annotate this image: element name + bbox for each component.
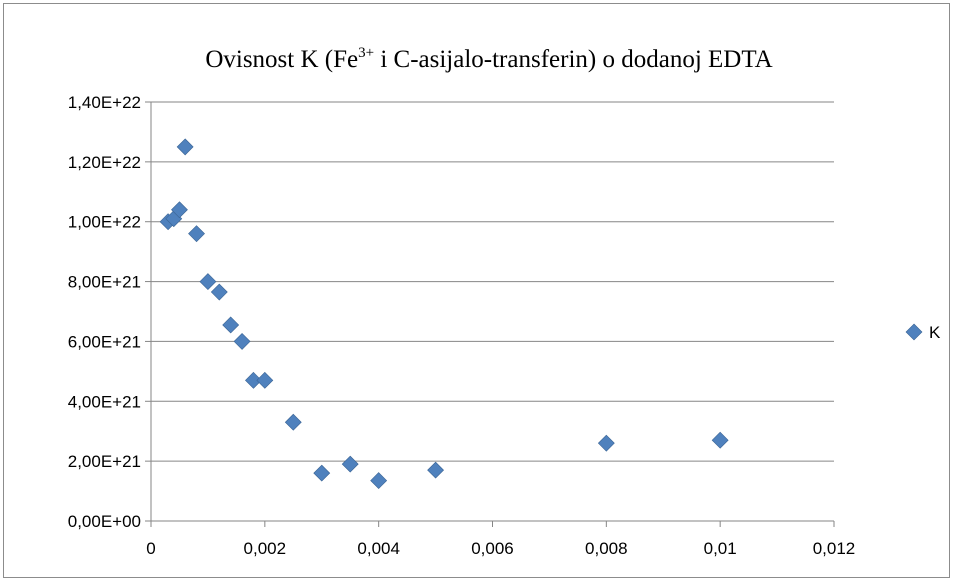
data-points bbox=[159, 138, 729, 490]
gridlines bbox=[151, 101, 834, 462]
chart-title-suffix: i C-asijalo-transferin) o dodanoj EDTA bbox=[374, 46, 773, 73]
data-point bbox=[176, 138, 194, 156]
data-point bbox=[171, 201, 188, 219]
chart-title-prefix: Ovisnost K (Fe bbox=[205, 46, 358, 73]
data-point bbox=[233, 333, 251, 350]
legend-label-k: K bbox=[929, 323, 941, 342]
legend: K bbox=[905, 323, 941, 342]
data-point bbox=[370, 472, 388, 490]
x-tick-label: 0,004 bbox=[357, 539, 400, 558]
y-axis-tick-labels: 0,00E+00 2,00E+21 4,00E+21 6,00E+21 8,00E+21… bbox=[68, 93, 141, 531]
x-tick-label: 0,006 bbox=[471, 539, 514, 558]
data-point bbox=[199, 273, 217, 290]
data-point bbox=[711, 431, 729, 449]
y-tick-label: 1,40E+22 bbox=[68, 93, 141, 112]
chart-area: Ovisnost K (Fe3+ i C-asijalo-transferin)… bbox=[3, 3, 950, 578]
y-tick-label: 1,00E+22 bbox=[68, 213, 141, 232]
data-point bbox=[341, 455, 359, 473]
y-tick-label: 8,00E+21 bbox=[68, 273, 141, 292]
data-point bbox=[597, 434, 615, 452]
y-tick-label: 0,00E+00 bbox=[68, 512, 141, 531]
y-tick-label: 4,00E+21 bbox=[68, 392, 141, 411]
data-point bbox=[222, 316, 240, 334]
x-tick-label: 0,012 bbox=[813, 539, 856, 558]
data-point bbox=[188, 225, 205, 243]
x-tick-label: 0,01 bbox=[704, 539, 737, 558]
data-point bbox=[427, 461, 445, 479]
x-tick-label: 0,008 bbox=[585, 539, 628, 558]
data-point bbox=[210, 283, 228, 301]
x-tick-label: 0,002 bbox=[244, 539, 287, 558]
y-tick-label: 1,20E+22 bbox=[68, 153, 141, 172]
data-point bbox=[245, 371, 262, 389]
legend-marker-k bbox=[905, 323, 923, 341]
y-tick-label: 2,00E+21 bbox=[68, 452, 141, 471]
data-point bbox=[313, 464, 331, 482]
data-point bbox=[284, 413, 302, 431]
y-tick-label: 6,00E+21 bbox=[68, 332, 141, 351]
x-tick-label: 0 bbox=[146, 539, 155, 558]
x-axis-tick-labels: 0 0,002 0,004 0,006 0,008 0,01 0,012 bbox=[146, 539, 855, 558]
data-point bbox=[256, 371, 274, 389]
chart-title-superscript: 3+ bbox=[358, 45, 374, 61]
axes bbox=[145, 101, 835, 527]
scatter-chart: Ovisnost K (Fe3+ i C-asijalo-transferin)… bbox=[68, 45, 941, 558]
chart-title: Ovisnost K (Fe3+ i C-asijalo-transferin)… bbox=[205, 45, 772, 73]
